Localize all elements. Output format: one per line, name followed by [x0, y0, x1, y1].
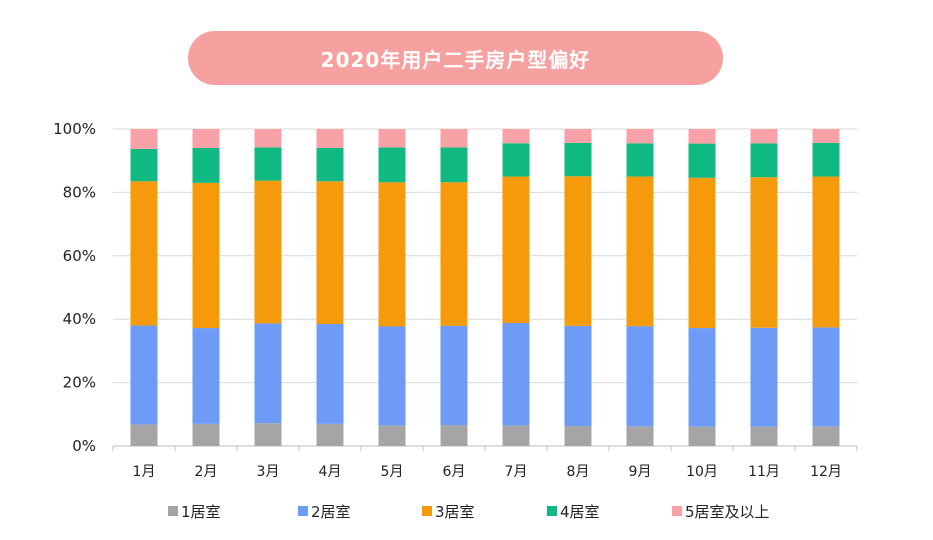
bar-segment: [750, 143, 778, 178]
bar-segment: [502, 176, 530, 324]
bar-segment: [378, 147, 406, 183]
legend-label: 3居室: [435, 503, 475, 521]
bar-segment: [130, 424, 158, 446]
bar-segment: [812, 129, 840, 143]
bar-segment: [626, 426, 654, 446]
y-tick-label: 40%: [63, 310, 96, 328]
legend-label: 2居室: [311, 503, 351, 521]
bar-segment: [192, 182, 220, 329]
legend-label: 5居室及以上: [685, 503, 770, 521]
x-tick-label: 1月: [133, 464, 156, 480]
bar-segment: [254, 147, 282, 181]
bar-segment: [564, 129, 592, 143]
bar-segment: [626, 143, 654, 177]
bar-segment: [750, 177, 778, 328]
legend-swatch: [168, 506, 178, 516]
y-tick-label: 100%: [53, 120, 96, 138]
y-tick-label: 0%: [72, 437, 96, 455]
bar-segment: [750, 327, 778, 427]
bar-segment: [626, 326, 654, 427]
bar-segment: [316, 181, 344, 324]
bar-segment: [440, 129, 468, 148]
bar-segment: [688, 426, 716, 446]
bar-segment: [192, 148, 220, 183]
bar-segment: [254, 323, 282, 424]
legend-label: 4居室: [560, 503, 600, 521]
bar-segment: [378, 425, 406, 446]
x-tick-label: 4月: [319, 464, 342, 480]
x-tick-label: 8月: [567, 464, 590, 480]
bar-segment: [502, 129, 530, 144]
bar-segment: [378, 326, 406, 426]
x-tick-label: 9月: [629, 464, 652, 480]
bar-segment: [440, 147, 468, 183]
bar-segment: [502, 143, 530, 177]
bar-segment: [440, 182, 468, 326]
y-tick-label: 60%: [63, 247, 96, 265]
bar-segment: [316, 148, 344, 182]
legend-swatch: [672, 506, 682, 516]
bar-segment: [564, 325, 592, 427]
bar-segment: [316, 423, 344, 446]
bar-segment: [378, 182, 406, 327]
bar-segment: [564, 176, 592, 326]
bar-segment: [440, 425, 468, 446]
bar-segment: [130, 181, 158, 326]
x-tick-label: 5月: [381, 464, 404, 480]
bar-segment: [130, 148, 158, 182]
y-tick-label: 80%: [63, 183, 96, 201]
x-tick-label: 11月: [748, 464, 780, 480]
bar-segment: [626, 176, 654, 327]
bar-segment: [192, 423, 220, 446]
bar-segment: [688, 328, 716, 427]
bar-segment: [502, 425, 530, 446]
bar-segment: [130, 325, 158, 425]
legend-label: 1居室: [181, 503, 221, 521]
bar-segment: [192, 328, 220, 424]
bar-segment: [440, 325, 468, 426]
x-tick-label: 2月: [195, 464, 218, 480]
legend-swatch: [298, 506, 308, 516]
bar-segment: [192, 129, 220, 149]
x-tick-label: 12月: [810, 464, 842, 480]
bar-segment: [378, 129, 406, 148]
bar-segment: [750, 426, 778, 446]
bar-segment: [812, 327, 840, 427]
bar-segment: [812, 176, 840, 328]
legend-swatch: [547, 506, 557, 516]
bar-segment: [812, 426, 840, 446]
bar-segment: [502, 323, 530, 426]
bar-segment: [316, 129, 344, 149]
bar-segment: [688, 129, 716, 144]
bar-segment: [564, 426, 592, 446]
x-tick-label: 7月: [505, 464, 528, 480]
legend-swatch: [422, 506, 432, 516]
y-tick-label: 20%: [63, 374, 96, 392]
bar-segment: [316, 323, 344, 424]
bar-segment: [688, 143, 716, 178]
bar-segment: [750, 129, 778, 144]
bar-segment: [130, 129, 158, 149]
bar-segment: [254, 180, 282, 324]
bar-segment: [626, 129, 654, 144]
x-tick-label: 3月: [257, 464, 280, 480]
x-tick-label: 6月: [443, 464, 466, 480]
chart-title: 2020年用户二手房户型偏好: [188, 31, 723, 85]
bar-segment: [254, 423, 282, 446]
x-tick-label: 10月: [686, 464, 718, 480]
bar-segment: [812, 142, 840, 177]
bar-segment: [254, 129, 282, 148]
bar-segment: [564, 142, 592, 177]
bar-segment: [688, 177, 716, 329]
